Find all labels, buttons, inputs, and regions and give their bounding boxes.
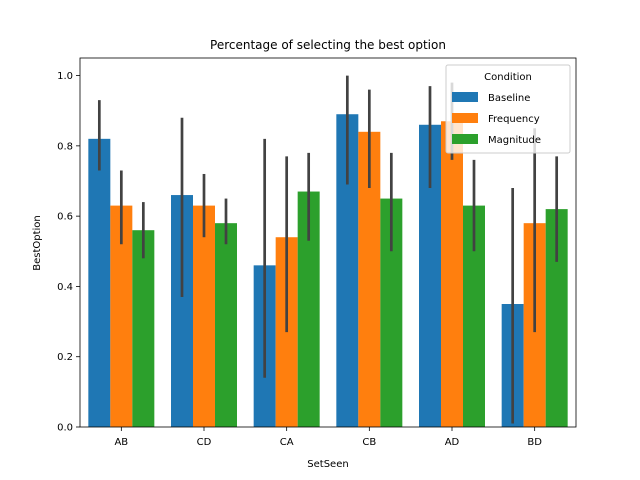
- x-axis-label: SetSeen: [307, 459, 348, 470]
- legend-box: [445, 64, 571, 154]
- x-axis: AB CD CA CB AD BD: [114, 427, 542, 448]
- bar-baseline-cb: [336, 114, 359, 427]
- bar-baseline-ab: [88, 138, 111, 428]
- legend-label-baseline: Baseline: [488, 93, 530, 104]
- bar-frequency-cd: [193, 205, 215, 427]
- y-tick-label: 0.8: [57, 141, 73, 152]
- chart-title: Percentage of selecting the best option: [210, 38, 446, 52]
- x-tick-label: AD: [445, 437, 460, 448]
- bar-frequency-cb: [358, 131, 381, 428]
- legend-title: Condition: [484, 72, 532, 83]
- legend-swatch-magnitude: [452, 134, 478, 144]
- bar-magnitude-ab: [132, 230, 155, 427]
- x-tick-label: CB: [362, 437, 376, 448]
- bar-magnitude-bd: [545, 209, 568, 427]
- plot-area: [88, 75, 568, 428]
- x-tick-label: BD: [527, 437, 542, 448]
- bar-baseline-ad: [419, 124, 441, 428]
- legend-label-magnitude: Magnitude: [488, 135, 541, 146]
- bar-baseline-cd: [171, 195, 193, 427]
- x-tick-label: AB: [114, 437, 128, 448]
- bar-magnitude-ca: [297, 191, 320, 427]
- axes-frame: [79, 57, 577, 428]
- bar-frequency-ab: [110, 205, 133, 427]
- bar-magnitude-cd: [215, 223, 237, 427]
- y-axis-label: BestOption: [32, 215, 43, 271]
- x-tick-label: CA: [280, 437, 294, 448]
- y-tick-label: 0.0: [57, 423, 73, 434]
- bar-magnitude-cb: [380, 198, 403, 427]
- y-tick-label: 0.6: [57, 212, 73, 223]
- y-tick-label: 0.4: [57, 282, 73, 293]
- legend: Condition Baseline Frequency Magnitude: [445, 64, 571, 154]
- bar-frequency-ad: [441, 121, 463, 427]
- legend-swatch-frequency: [452, 113, 478, 123]
- bar-magnitude-ad: [463, 205, 485, 427]
- legend-swatch-baseline: [452, 92, 478, 102]
- legend-label-frequency: Frequency: [488, 114, 540, 125]
- y-tick-label: 1.0: [57, 71, 73, 82]
- x-tick-label: CD: [197, 437, 212, 448]
- y-tick-label: 0.2: [57, 352, 73, 363]
- y-axis: 0.0 0.2 0.4 0.6 0.8 1.0: [57, 71, 80, 434]
